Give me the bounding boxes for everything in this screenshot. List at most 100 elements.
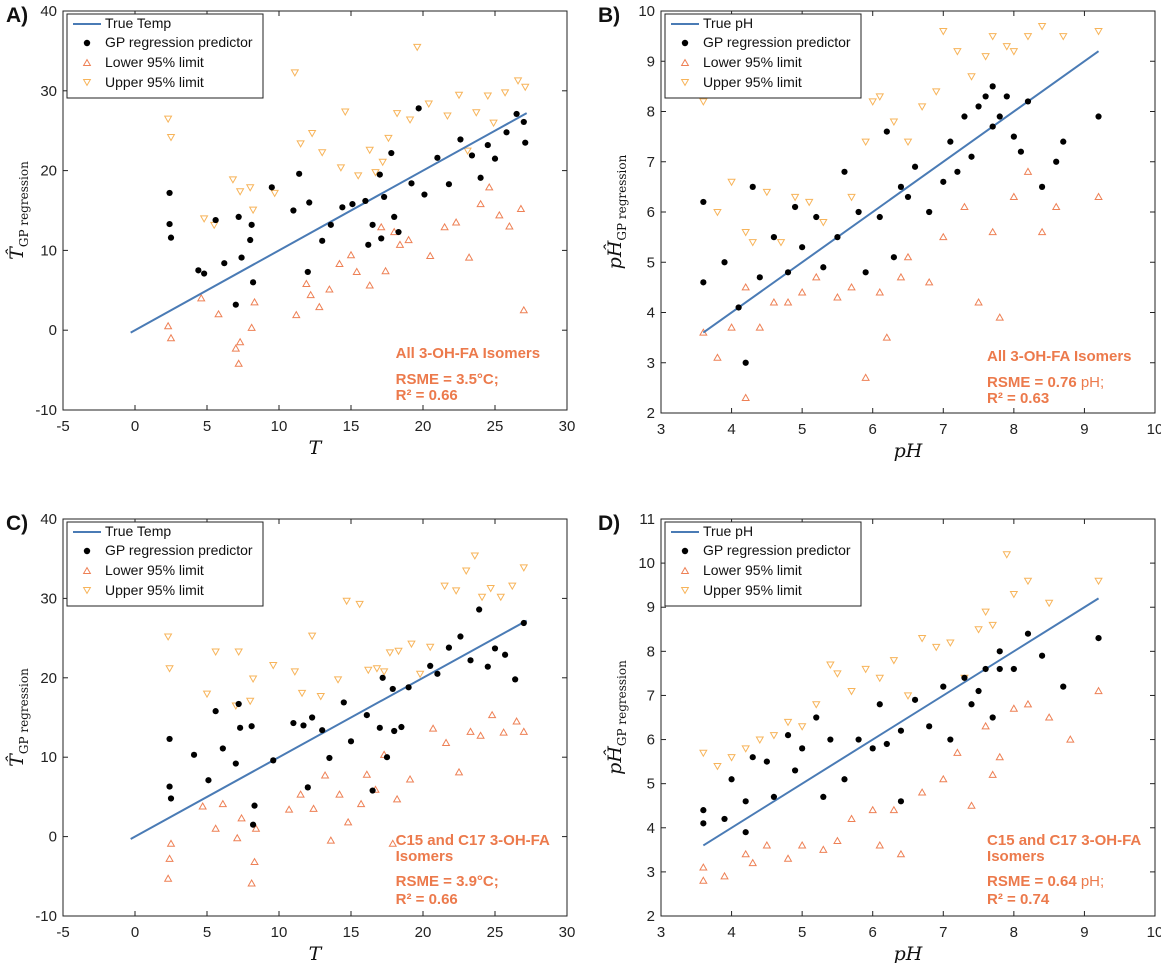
lower-limit-marker: [516, 204, 526, 212]
x-tick-label: 3: [657, 421, 665, 438]
y-axis-title: pĤGP regression: [603, 154, 629, 269]
lower-limit-marker: [163, 874, 173, 882]
predictor-point: [700, 279, 707, 286]
x-tick-label: 20: [415, 924, 432, 941]
upper-limit-marker: [508, 582, 517, 591]
upper-limit-marker: [307, 632, 317, 641]
x-tick-label: 5: [203, 924, 211, 941]
lower-limit-marker: [1094, 686, 1103, 695]
lower-limit-marker: [974, 298, 983, 306]
predictor-point: [940, 683, 947, 690]
predictor-point: [408, 180, 415, 187]
predictor-point: [883, 740, 890, 748]
lower-limit-marker: [512, 717, 521, 725]
lower-limit-marker: [1066, 735, 1075, 743]
predictor-point: [369, 787, 376, 794]
upper-limit-marker: [847, 193, 856, 202]
predictor-point: [369, 221, 376, 228]
lower-limit-marker: [211, 824, 220, 832]
x-tick-label: 15: [343, 418, 360, 435]
legend-box: [66, 13, 264, 99]
predictor-point: [391, 213, 398, 220]
annotation-rmse: RSME = 0.76 pH;: [987, 374, 1104, 391]
y-axis-title-text: pĤGP regression: [603, 154, 629, 269]
annotation-r2: R² = 0.63: [987, 390, 1049, 407]
x-tick-label: 6: [869, 924, 877, 941]
lower-limit-marker: [309, 804, 318, 812]
upper-limit-marker: [727, 754, 736, 762]
predictor-point: [954, 168, 961, 175]
lower-limit-marker: [783, 298, 793, 306]
legend-upper-swatch: [82, 586, 92, 595]
lower-limit-marker: [335, 259, 344, 268]
predictor-point: [365, 241, 372, 248]
predictor-point: [926, 723, 933, 730]
upper-limit-marker: [355, 600, 364, 609]
upper-limit-marker: [385, 649, 395, 657]
lower-limit-marker: [847, 814, 856, 823]
lower-limit-marker: [889, 805, 899, 814]
x-tick-label: 30: [559, 418, 576, 435]
annotation-rmse: RSME = 3.5°C;: [396, 371, 499, 388]
predictor-point: [166, 220, 173, 228]
lower-limit-marker: [237, 813, 246, 822]
upper-limit-marker: [245, 697, 255, 706]
lower-limit-marker: [833, 836, 842, 845]
lower-limit-marker: [425, 251, 435, 260]
predictor-point: [445, 644, 453, 651]
x-tick-label: 3: [657, 924, 665, 941]
lower-limit-marker: [868, 805, 877, 814]
y-tick-label: 4: [647, 820, 655, 837]
predictor-point: [167, 795, 175, 802]
lower-limit-marker: [454, 767, 464, 776]
upper-limit-marker: [372, 665, 382, 673]
predictor-point: [340, 699, 347, 706]
lower-limit-marker: [939, 232, 948, 241]
predictor-point: [1010, 133, 1017, 140]
lower-limit-marker: [395, 240, 405, 248]
upper-limit-marker: [988, 621, 997, 630]
upper-limit-marker: [486, 585, 495, 593]
lower-limit-marker: [376, 222, 386, 231]
x-axis-title: T: [309, 437, 323, 459]
annotation-title: All 3-OH-FA Isomers: [396, 345, 540, 362]
upper-limit-marker: [783, 718, 793, 727]
lower-limit-marker: [487, 710, 497, 719]
legend-predictor: GP regression predictor: [105, 34, 253, 50]
upper-limit-marker: [981, 53, 990, 61]
upper-limit-marker: [889, 657, 899, 665]
r2-label: R² =: [987, 390, 1020, 407]
x-tick-label: 0: [131, 924, 139, 941]
y-tick-label: 10: [40, 242, 57, 259]
predictor-point: [363, 712, 370, 719]
predictor-point: [784, 732, 792, 739]
lower-limit-marker: [875, 287, 885, 296]
predictor-point: [468, 152, 476, 159]
predictor-point: [1095, 635, 1102, 642]
predictor-point: [349, 201, 356, 208]
upper-limit-marker: [209, 221, 219, 230]
lower-limit-marker: [231, 344, 241, 352]
lower-limit-marker: [196, 293, 206, 302]
predictor-point: [742, 359, 749, 366]
lower-limit-marker: [166, 333, 176, 342]
legend-upper: Upper 95% limit: [105, 74, 204, 90]
x-tick-label: 10: [1147, 421, 1161, 438]
predictor-point: [1024, 630, 1032, 637]
predictor-point: [235, 700, 242, 708]
upper-limit-marker: [211, 648, 220, 657]
predictor-point: [391, 727, 398, 735]
upper-limit-marker: [741, 745, 750, 753]
lower-limit-marker: [428, 724, 438, 732]
predictor-point: [947, 138, 954, 145]
predictor-point: [248, 221, 255, 228]
y-axis-title: T̂GP regression: [6, 161, 31, 260]
lower-limit-marker: [1023, 167, 1033, 175]
upper-limit-marker: [519, 564, 529, 572]
tick-labels: -5 0 5 10 15 20 25 30 -10 0 10 20 30 40: [35, 511, 575, 941]
y-axis-title: pĤGP regression: [603, 660, 629, 775]
upper-limit-marker: [903, 138, 913, 147]
upper-limit-marker: [988, 33, 997, 41]
y-tick-label: 10: [40, 749, 57, 766]
predictor-point: [522, 139, 529, 146]
